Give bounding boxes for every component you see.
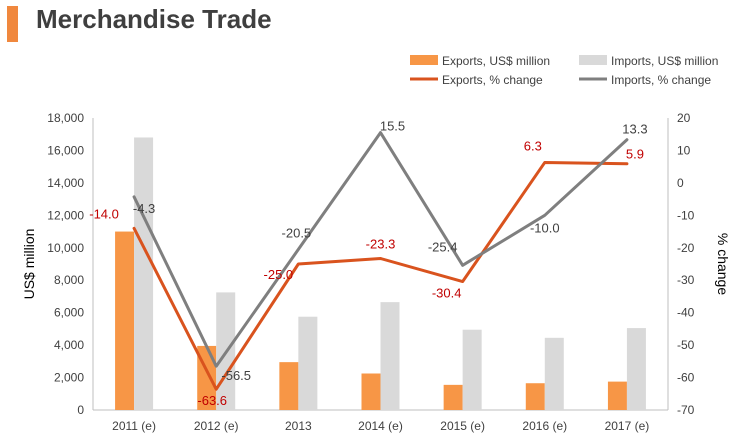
legend-exports-bar-swatch — [410, 55, 438, 65]
x-tick-label: 2011 (e) — [112, 419, 156, 433]
exports-data-label: -23.3 — [366, 236, 396, 251]
x-tick-label: 2014 (e) — [358, 419, 403, 433]
imports-data-label: 15.5 — [380, 119, 405, 134]
left-tick-label: 0 — [77, 403, 84, 417]
imports-data-label: -56.5 — [221, 368, 251, 383]
exports-data-label: -63.6 — [197, 393, 227, 408]
imports-data-label: -4.3 — [133, 201, 155, 216]
left-tick-label: 18,000 — [47, 111, 84, 125]
exports-data-label: 6.3 — [524, 138, 542, 153]
exports-bar — [279, 362, 299, 410]
left-tick-label: 10,000 — [47, 241, 84, 255]
left-tick-label: 6,000 — [54, 306, 84, 320]
right-tick-label: -60 — [677, 371, 695, 385]
imports-data-label: -20.5 — [282, 225, 312, 240]
right-tick-label: -50 — [677, 338, 695, 352]
exports-bar — [607, 381, 627, 410]
imports-bar — [544, 337, 564, 410]
right-tick-label: 20 — [677, 111, 691, 125]
imports-bar — [626, 328, 646, 410]
left-tick-label: 2,000 — [54, 371, 84, 385]
exports-data-label: -25.0 — [264, 267, 294, 282]
left-tick-label: 8,000 — [54, 273, 84, 287]
left-axis-title: US$ million — [21, 229, 37, 300]
right-tick-label: -30 — [677, 273, 695, 287]
legend-exports-bar-label: Exports, US$ million — [442, 54, 550, 68]
x-tick-label: 2013 — [285, 419, 312, 433]
imports-change-line — [132, 131, 629, 368]
exports-data-label: 5.9 — [626, 147, 644, 162]
imports-data-label: -10.0 — [530, 220, 560, 235]
right-tick-label: -70 — [677, 403, 695, 417]
exports-data-label: -14.0 — [89, 206, 119, 221]
page-title: Merchandise Trade — [36, 4, 272, 34]
left-tick-label: 4,000 — [54, 338, 84, 352]
x-tick-label: 2015 (e) — [440, 419, 485, 433]
x-tick-label: 2017 (e) — [605, 419, 650, 433]
exports-bar — [525, 383, 545, 410]
x-tick-label: 2012 (e) — [194, 419, 239, 433]
left-tick-label: 12,000 — [47, 208, 84, 222]
right-tick-label: -40 — [677, 306, 695, 320]
legend-imports-bar-label: Imports, US$ million — [611, 54, 718, 68]
imports-bar — [462, 329, 482, 410]
imports-data-label: -25.4 — [428, 239, 458, 254]
x-tick-label: 2016 (e) — [522, 419, 567, 433]
exports-data-label: -30.4 — [432, 286, 462, 301]
exports-change-line — [132, 160, 629, 391]
legend-imports-bar-swatch — [579, 55, 607, 65]
right-tick-label: -10 — [677, 208, 695, 222]
right-tick-label: 0 — [677, 176, 684, 190]
exports-bar — [443, 384, 463, 410]
exports-bar — [361, 373, 381, 410]
left-tick-label: 14,000 — [47, 176, 84, 190]
right-tick-label: -20 — [677, 241, 695, 255]
legend-imports-line-label: Imports, % change — [611, 73, 711, 87]
imports-data-label: 13.3 — [622, 122, 647, 137]
right-tick-label: 10 — [677, 143, 691, 157]
imports-bar — [134, 137, 154, 410]
left-tick-label: 16,000 — [47, 143, 84, 157]
right-axis-title: % change — [715, 233, 731, 295]
legend-exports-line-label: Exports, % change — [442, 73, 543, 87]
exports-bar — [115, 231, 135, 410]
imports-bar — [380, 302, 400, 410]
imports-bar — [298, 316, 318, 410]
title-accent-bar — [7, 6, 18, 42]
